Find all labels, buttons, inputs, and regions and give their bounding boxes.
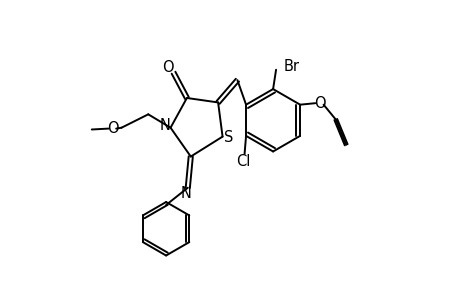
Text: N: N xyxy=(159,118,170,133)
Text: O: O xyxy=(162,60,174,75)
Text: Cl: Cl xyxy=(235,154,250,169)
Text: O: O xyxy=(106,121,118,136)
Text: S: S xyxy=(224,130,233,145)
Text: O: O xyxy=(313,96,325,111)
Text: Br: Br xyxy=(283,59,299,74)
Text: N: N xyxy=(180,186,191,201)
